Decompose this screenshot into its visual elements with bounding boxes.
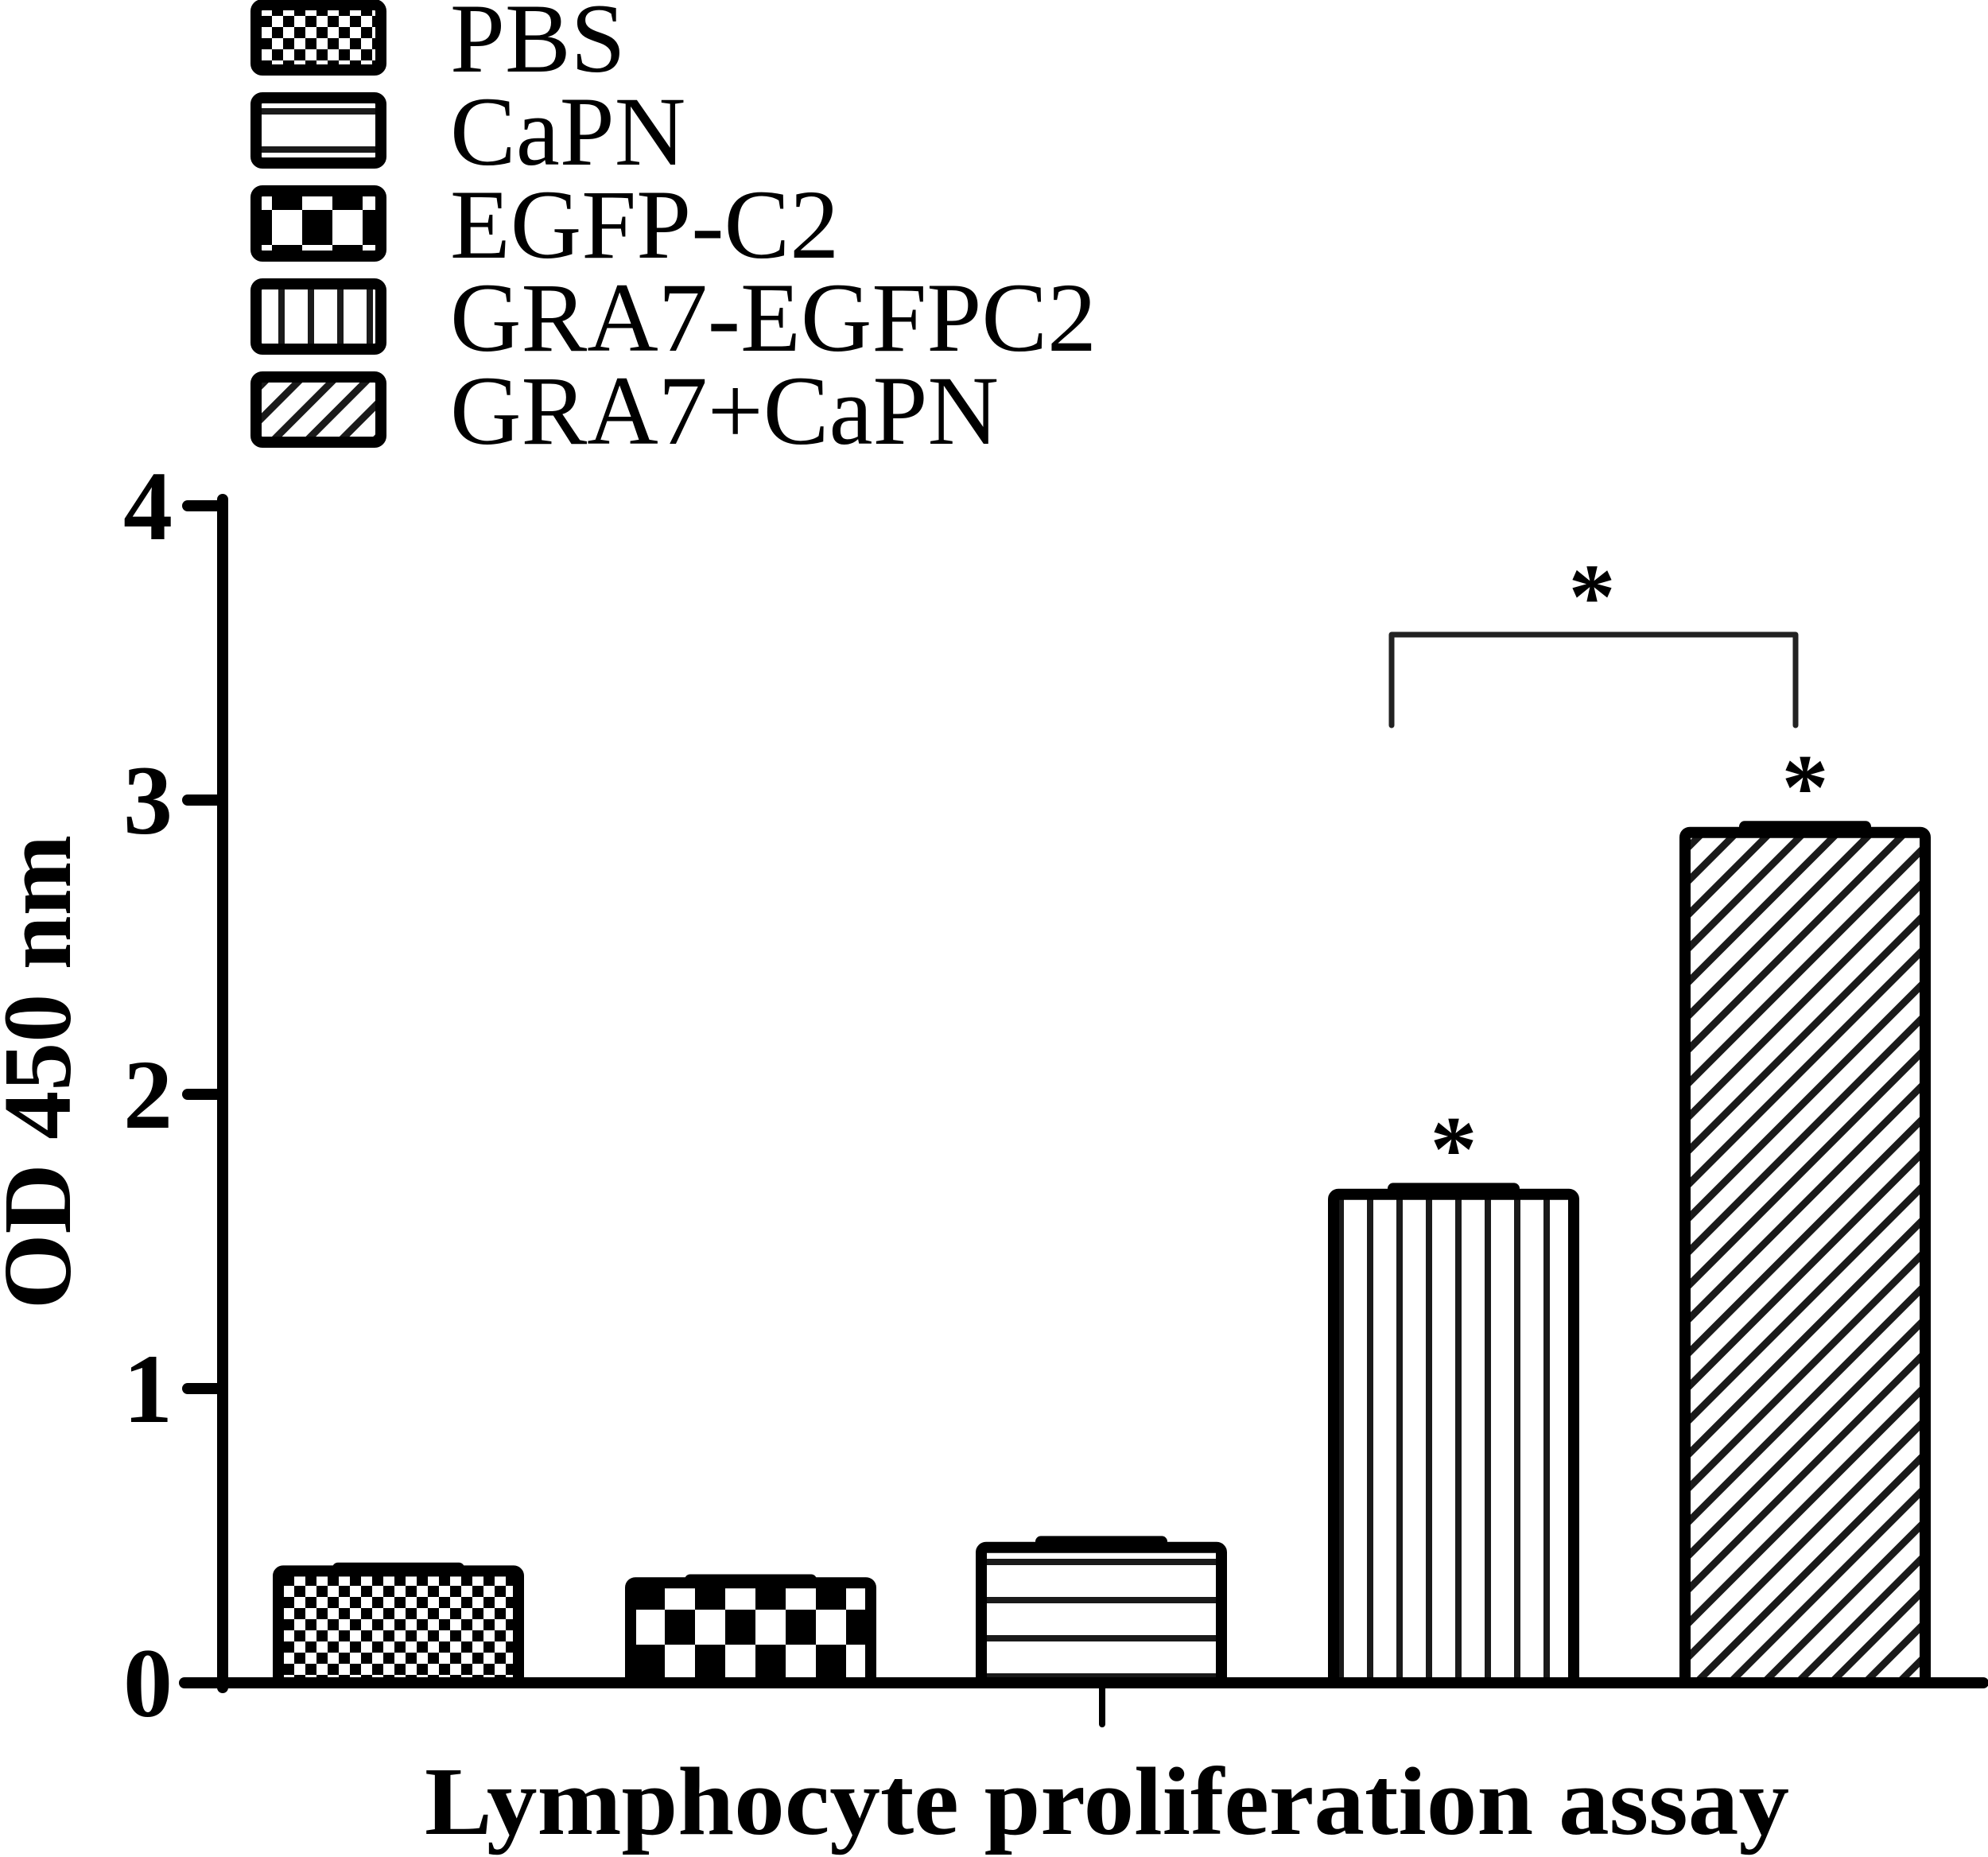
legend-swatch [250,185,386,262]
legend-item: GRA7+CaPN [250,356,999,465]
legend-item: GRA7-EGFPC2 [250,263,1097,372]
bracket-asterisk: * [1569,545,1616,649]
legend-item: CaPN [250,77,685,186]
legend-swatch [250,371,386,448]
legend-label: EGFP-C2 [450,170,839,279]
y-tick-label: 2 [123,1040,173,1149]
legend-label: PBS [450,0,626,93]
legend-item: EGFP-C2 [250,170,839,279]
y-axis-title: OD 450 nm [0,835,91,1309]
y-tick-label: 4 [123,452,173,561]
y-tick-label: 3 [123,746,173,855]
legend-label: GRA7-EGFPC2 [450,263,1097,372]
y-axis: 0 1 2 3 4 [123,452,228,1738]
legend-swatch [250,92,386,169]
y-tick-label: 0 [123,1629,173,1738]
y-tick-label: 1 [123,1334,173,1443]
legend-label: GRA7+CaPN [450,356,999,465]
x-axis [179,1677,1988,1727]
x-axis-title: Lymphocyte proliferation assay [425,1748,1789,1855]
bar-pbs [273,1562,524,1689]
legend-item: PBS [250,0,626,93]
legend-label: CaPN [450,77,685,186]
legend-swatch [250,278,386,355]
bar-gra7-egfpc2 [1328,1183,1579,1689]
significance-asterisk: * [1431,1097,1477,1201]
bars: ** [273,735,1931,1689]
bar-capn [976,1536,1227,1689]
legend-swatch [250,0,386,76]
significance-bracket: * [1388,545,1799,728]
bar-gra7-capn [1679,821,1931,1688]
bar-egfp-c2 [625,1574,876,1688]
significance-asterisk: * [1782,735,1829,839]
